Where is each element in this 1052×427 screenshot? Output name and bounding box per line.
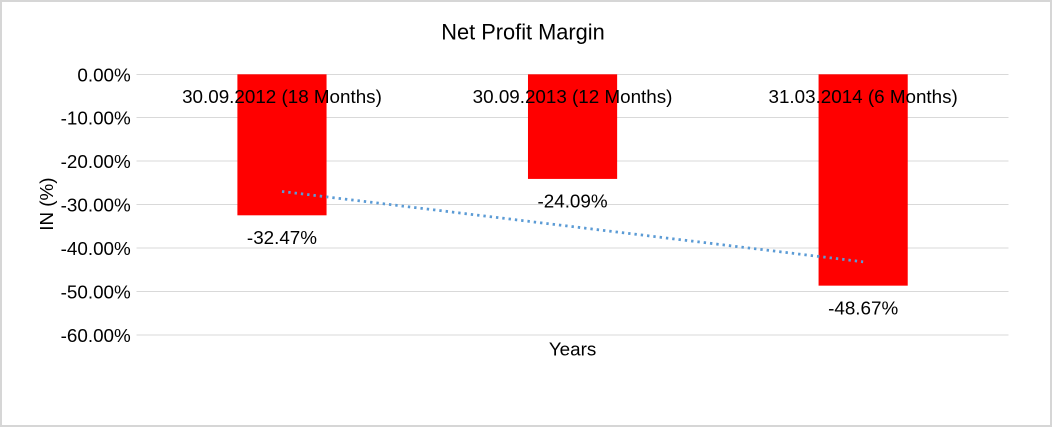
data-labels: -32.47% -24.09% -48.67%	[247, 191, 899, 319]
bar-series	[237, 74, 908, 286]
y-tick-label: -60.00%	[61, 325, 131, 346]
y-axis-title: IN (%)	[36, 177, 57, 230]
category-label: 30.09.2012 (18 Months)	[182, 86, 382, 107]
y-tick-label: -10.00%	[61, 108, 131, 129]
y-tick-label: -50.00%	[61, 281, 131, 302]
y-tick-label: -30.00%	[61, 195, 131, 216]
trendline	[281, 190, 864, 264]
x-axis-title: Years	[549, 339, 596, 360]
data-label: -24.09%	[538, 191, 608, 212]
category-label: 31.03.2014 (6 Months)	[768, 86, 957, 107]
y-tick-label: -40.00%	[61, 238, 131, 259]
trendline-group	[281, 190, 864, 264]
y-tick-label: -20.00%	[61, 151, 131, 172]
data-label: -32.47%	[247, 227, 317, 248]
category-label: 30.09.2013 (12 Months)	[473, 86, 673, 107]
y-axis-tick-labels: 0.00% -10.00% -20.00% -30.00% -40.00% -50.00%…	[61, 64, 131, 346]
data-label: -48.67%	[828, 297, 898, 318]
category-labels: 30.09.2012 (18 Months) 30.09.2013 (12 Mon…	[182, 86, 958, 107]
bar	[818, 74, 908, 286]
bar	[527, 74, 618, 179]
y-tick-label: 0.00%	[77, 64, 131, 85]
chart-title: Net Profit Margin	[441, 20, 604, 45]
